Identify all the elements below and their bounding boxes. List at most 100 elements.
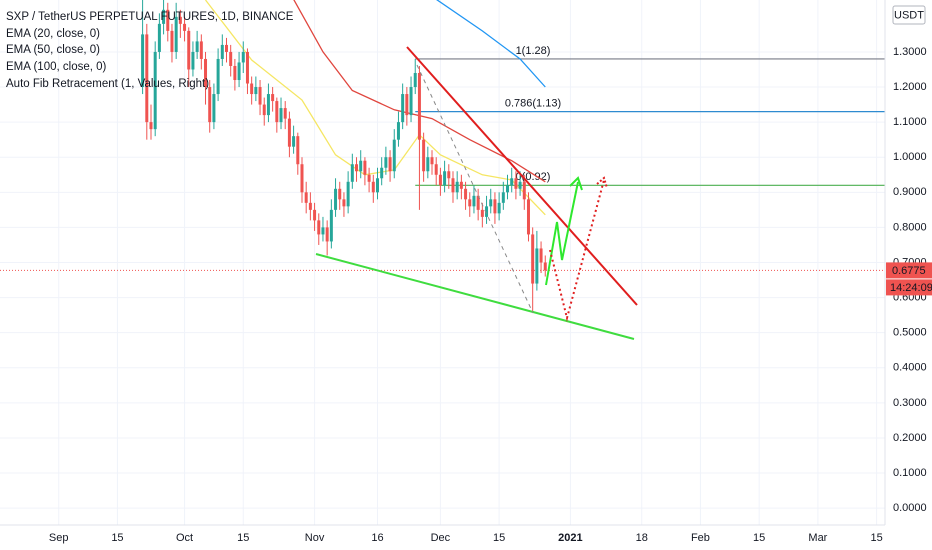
- y-tick-label: 0.2000: [893, 432, 927, 444]
- candle-body: [392, 139, 396, 172]
- candle-body: [342, 199, 346, 207]
- x-tick-label: 15: [870, 532, 882, 544]
- y-tick-label: 1.1000: [893, 116, 927, 128]
- candle-body: [300, 164, 304, 193]
- candle-body: [287, 118, 291, 147]
- candle-body: [233, 65, 237, 81]
- candle-body: [388, 157, 392, 172]
- candle-body: [501, 192, 505, 203]
- candle-body: [430, 157, 434, 165]
- legend-entry: EMA (100, close, 0): [6, 61, 107, 73]
- candle-body: [485, 206, 489, 217]
- candle-body: [141, 34, 145, 88]
- grid: [0, 0, 885, 525]
- candle-body: [409, 87, 413, 116]
- y-tick-label: 0.0000: [893, 502, 927, 514]
- candle-body: [334, 188, 338, 210]
- candle-body: [459, 181, 463, 189]
- candle-body: [296, 136, 300, 165]
- candle-body: [539, 248, 543, 263]
- candle-body: [350, 164, 354, 182]
- drawings: [315, 46, 638, 340]
- resistance-line: [406, 46, 638, 306]
- candle-body: [401, 94, 405, 123]
- candle-body: [275, 101, 279, 123]
- candle-body: [208, 87, 212, 123]
- candle-body: [250, 83, 254, 95]
- green-arrow: [545, 181, 579, 286]
- y-tick-label: 0.5000: [893, 327, 927, 339]
- candle-body: [493, 199, 497, 214]
- candle-body: [497, 202, 501, 214]
- candle-body: [178, 16, 182, 24]
- candle-body: [371, 181, 375, 193]
- candle-body: [317, 220, 321, 235]
- x-tick-label: Dec: [431, 532, 451, 544]
- candle-body: [455, 181, 459, 193]
- countdown-box: [886, 279, 932, 296]
- candle-body: [216, 58, 220, 95]
- candle-body: [174, 16, 178, 52]
- candle-body: [338, 188, 342, 200]
- candle-body: [476, 195, 480, 210]
- candle-body: [443, 171, 447, 186]
- candle-body: [237, 62, 241, 81]
- x-tick-label: Nov: [305, 532, 325, 544]
- candle-body: [413, 72, 417, 88]
- red-arrow: [549, 179, 605, 322]
- y-tick-label: 0.1000: [893, 467, 927, 479]
- candle-body: [283, 108, 287, 119]
- candle-body: [447, 171, 451, 179]
- ema-line: [204, 0, 546, 216]
- dashed-line: [416, 64, 534, 314]
- candle-body: [451, 178, 455, 193]
- candle-body: [170, 30, 174, 52]
- x-tick-label: Mar: [808, 532, 827, 544]
- candle-body: [480, 209, 484, 217]
- candle-body: [279, 108, 283, 123]
- currency-box[interactable]: [892, 5, 926, 25]
- candle-body: [510, 178, 514, 186]
- candle-body: [153, 51, 157, 130]
- candle-body: [522, 181, 526, 200]
- candle-body: [417, 72, 421, 140]
- candle-body: [262, 104, 266, 116]
- last-price-label: 0.6775: [892, 265, 926, 277]
- candle-body: [258, 87, 262, 105]
- countdown: 14:24:09: [890, 282, 932, 294]
- y-tick-label: 1.2000: [893, 81, 927, 93]
- legend-entry: EMA (50, close, 0): [6, 44, 100, 56]
- candle-body: [149, 122, 153, 130]
- x-tick-label: Sep: [49, 532, 69, 544]
- currency: USDT: [894, 9, 924, 21]
- candle-body: [380, 167, 384, 179]
- candle-body: [329, 209, 333, 242]
- candle-body: [229, 51, 233, 66]
- axes: 1.30001.20001.10001.00000.90000.80000.70…: [49, 46, 932, 544]
- candle-body: [375, 178, 379, 193]
- red-arrowhead: [596, 176, 608, 189]
- candle-body: [405, 94, 409, 116]
- candle-body: [183, 23, 187, 31]
- candle-body: [321, 227, 325, 235]
- legend: SXP / TetherUS PERPETUAL FUTURES, 1D, BI…: [6, 11, 294, 90]
- x-tick-label: 16: [371, 532, 383, 544]
- x-tick-label: 15: [493, 532, 505, 544]
- candle-body: [464, 188, 468, 200]
- candle-body: [363, 160, 367, 175]
- candle-body: [426, 157, 430, 172]
- ema-line: [436, 0, 546, 88]
- candle-body: [346, 181, 350, 207]
- candle-body: [191, 51, 195, 70]
- candle-body: [355, 164, 359, 172]
- x-tick-label: Oct: [176, 532, 193, 544]
- candle-body: [489, 199, 493, 207]
- x-tick-label: 15: [753, 532, 765, 544]
- candle-body: [162, 9, 166, 24]
- candle-body: [304, 192, 308, 203]
- x-tick-label: 15: [111, 532, 123, 544]
- support-line: [315, 253, 635, 340]
- candle-body: [434, 164, 438, 175]
- candle-body: [271, 94, 275, 102]
- candle-body: [526, 199, 530, 235]
